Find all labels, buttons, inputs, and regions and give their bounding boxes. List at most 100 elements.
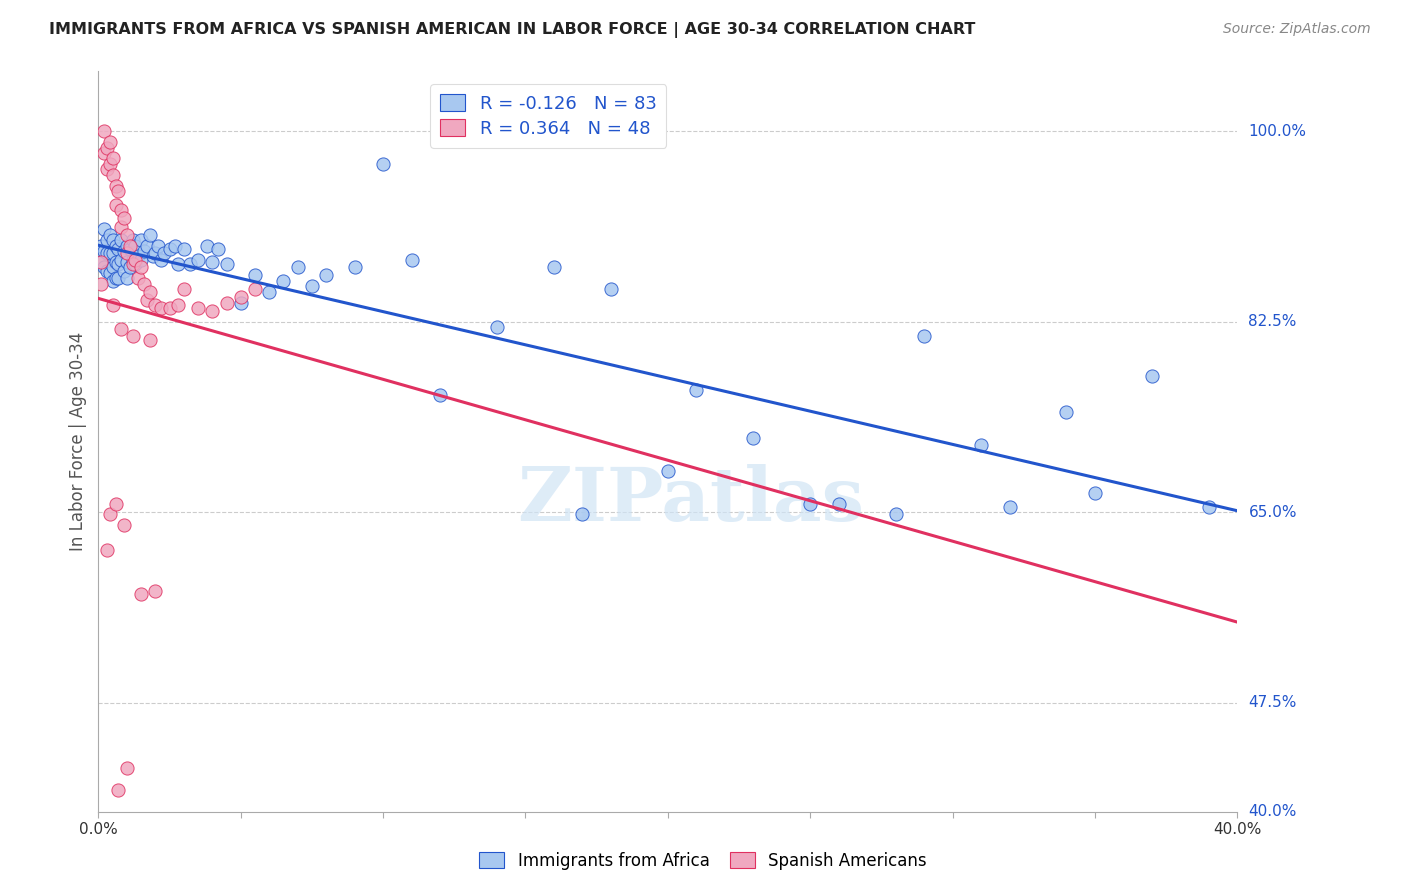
Point bbox=[1198, 500, 1220, 514]
Point bbox=[93, 146, 115, 161]
Point bbox=[543, 260, 565, 275]
Point bbox=[96, 162, 118, 177]
Point bbox=[96, 246, 118, 260]
Point bbox=[101, 298, 124, 312]
Point bbox=[93, 260, 115, 275]
Point bbox=[121, 252, 143, 267]
Point bbox=[173, 242, 195, 256]
Point bbox=[115, 246, 138, 260]
Point bbox=[107, 783, 129, 797]
Point bbox=[229, 290, 252, 304]
Point bbox=[145, 583, 167, 598]
Point bbox=[96, 263, 118, 277]
Point bbox=[135, 293, 157, 307]
Point bbox=[159, 242, 181, 256]
Point bbox=[799, 497, 821, 511]
Point bbox=[970, 438, 993, 452]
Point bbox=[124, 257, 146, 271]
Point bbox=[107, 242, 129, 256]
Point bbox=[201, 304, 224, 318]
Point bbox=[104, 238, 127, 252]
Point bbox=[98, 508, 121, 522]
Point bbox=[153, 246, 176, 260]
Point bbox=[141, 250, 163, 264]
Text: 65.0%: 65.0% bbox=[1249, 505, 1296, 520]
Text: Source: ZipAtlas.com: Source: ZipAtlas.com bbox=[1223, 22, 1371, 37]
Point bbox=[215, 257, 238, 271]
Point bbox=[98, 266, 121, 280]
Point bbox=[129, 260, 152, 275]
Point bbox=[742, 431, 765, 445]
Point bbox=[243, 268, 266, 282]
Point bbox=[121, 329, 143, 343]
Point bbox=[127, 271, 149, 285]
Point bbox=[110, 252, 132, 267]
Point bbox=[167, 257, 190, 271]
Text: IMMIGRANTS FROM AFRICA VS SPANISH AMERICAN IN LABOR FORCE | AGE 30-34 CORRELATIO: IMMIGRANTS FROM AFRICA VS SPANISH AMERIC… bbox=[49, 22, 976, 38]
Point bbox=[90, 255, 112, 269]
Point bbox=[486, 320, 509, 334]
Point bbox=[104, 255, 127, 269]
Point bbox=[138, 227, 160, 242]
Point bbox=[112, 211, 135, 226]
Point bbox=[148, 238, 170, 252]
Point bbox=[259, 285, 281, 300]
Point bbox=[101, 168, 124, 182]
Point bbox=[145, 298, 167, 312]
Legend: Immigrants from Africa, Spanish Americans: Immigrants from Africa, Spanish American… bbox=[472, 846, 934, 877]
Point bbox=[104, 198, 127, 212]
Point bbox=[215, 296, 238, 310]
Text: 100.0%: 100.0% bbox=[1249, 124, 1306, 139]
Point bbox=[159, 301, 181, 315]
Point bbox=[301, 278, 323, 293]
Point bbox=[115, 271, 138, 285]
Point bbox=[145, 246, 167, 260]
Point bbox=[90, 238, 112, 252]
Point bbox=[229, 296, 252, 310]
Point bbox=[115, 255, 138, 269]
Point bbox=[1056, 405, 1078, 419]
Point bbox=[132, 277, 155, 291]
Point bbox=[187, 252, 209, 267]
Point bbox=[571, 508, 593, 522]
Point bbox=[998, 500, 1021, 514]
Point bbox=[121, 233, 143, 247]
Point bbox=[115, 761, 138, 775]
Point bbox=[93, 222, 115, 236]
Point bbox=[150, 252, 173, 267]
Point bbox=[127, 250, 149, 264]
Point bbox=[273, 275, 295, 289]
Point bbox=[150, 301, 173, 315]
Point bbox=[110, 202, 132, 217]
Point bbox=[129, 587, 152, 601]
Point bbox=[135, 238, 157, 252]
Point bbox=[165, 238, 187, 252]
Point bbox=[115, 227, 138, 242]
Point bbox=[201, 255, 224, 269]
Point bbox=[96, 233, 118, 247]
Point bbox=[118, 242, 141, 256]
Point bbox=[195, 238, 218, 252]
Point bbox=[104, 497, 127, 511]
Point bbox=[110, 322, 132, 336]
Point bbox=[118, 260, 141, 275]
Point bbox=[685, 384, 707, 398]
Point bbox=[315, 268, 337, 282]
Point bbox=[287, 260, 309, 275]
Point bbox=[129, 233, 152, 247]
Text: 40.0%: 40.0% bbox=[1249, 805, 1296, 819]
Point bbox=[98, 227, 121, 242]
Point bbox=[828, 497, 851, 511]
Point bbox=[124, 252, 146, 267]
Point bbox=[884, 508, 907, 522]
Point bbox=[110, 220, 132, 235]
Point bbox=[90, 277, 112, 291]
Point bbox=[179, 257, 201, 271]
Point bbox=[167, 298, 190, 312]
Point bbox=[138, 333, 160, 347]
Point bbox=[98, 135, 121, 149]
Point bbox=[121, 257, 143, 271]
Point bbox=[401, 252, 423, 267]
Point bbox=[1140, 369, 1163, 384]
Point bbox=[243, 282, 266, 296]
